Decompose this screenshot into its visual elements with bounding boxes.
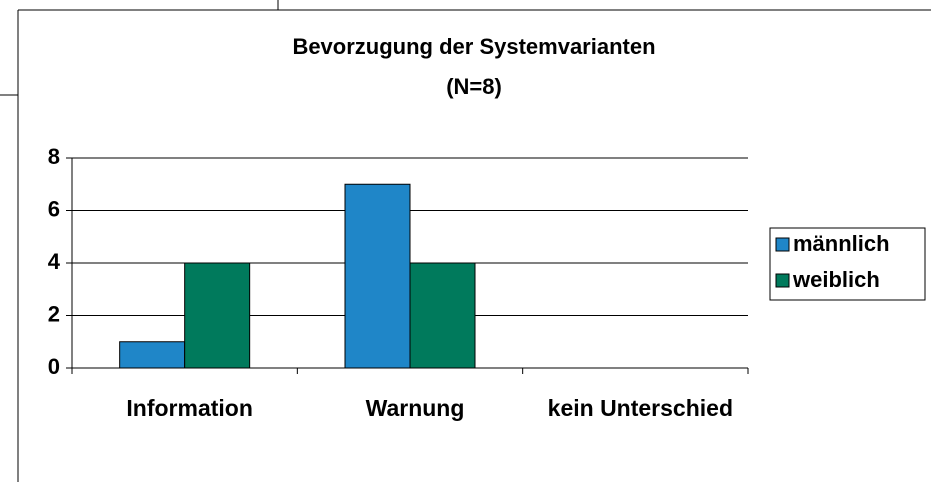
bar: [409, 262, 476, 369]
chart-title: Bevorzugung der Systemvarianten: [292, 34, 655, 59]
y-tick-label: 2: [48, 301, 60, 326]
bar: [344, 183, 411, 369]
legend-label: weiblich: [792, 267, 880, 292]
bar: [119, 341, 186, 369]
legend-swatch: [775, 273, 790, 288]
legend-box: [769, 227, 926, 301]
legend-label: männlich: [793, 231, 890, 256]
x-tick-label: kein Unterschied: [548, 395, 733, 421]
y-tick-label: 0: [48, 354, 60, 379]
bar: [184, 262, 251, 369]
y-tick-label: 8: [48, 144, 60, 169]
chart-subtitle: (N=8): [446, 74, 502, 99]
x-tick-label: Warnung: [366, 395, 465, 421]
x-tick-label: Information: [126, 395, 253, 421]
legend-swatch: [775, 237, 790, 252]
y-tick-label: 4: [48, 249, 61, 274]
y-tick-label: 6: [48, 196, 60, 221]
